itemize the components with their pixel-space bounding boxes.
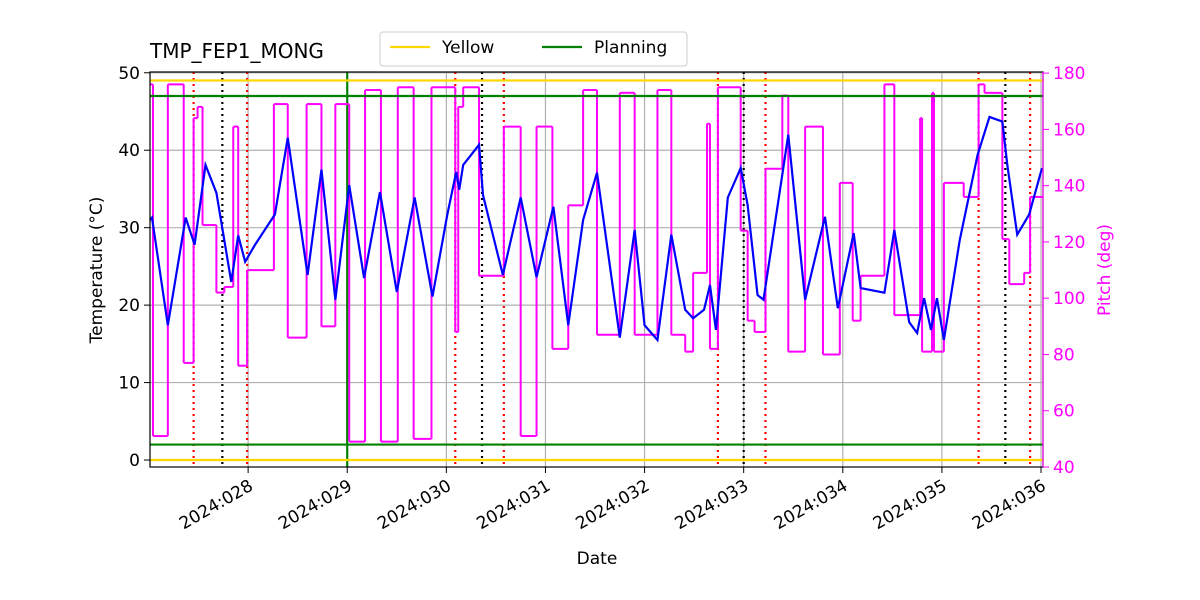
x-tick-label: 2024:029: [275, 476, 356, 534]
x-axis-label: Date: [577, 549, 618, 569]
y2-tick-label: 80: [1053, 345, 1075, 365]
y-tick-label: 20: [118, 296, 140, 316]
y2-axis-label: Pitch (deg): [1095, 224, 1115, 316]
y-axis-label: Temperature (°C): [87, 197, 107, 345]
x-tick-label: 2024:032: [573, 476, 654, 534]
chart-title: TMP_FEP1_MONG: [149, 39, 324, 63]
x-tick-label: 2024:031: [473, 476, 554, 534]
temperature-line: [149, 115, 1044, 343]
y-tick-label: 30: [118, 219, 140, 239]
y-tick-label: 0: [129, 451, 140, 471]
x-tick-label: 2024:034: [771, 476, 852, 534]
y2-tick-label: 160: [1053, 120, 1085, 140]
y-tick-label: 40: [118, 141, 140, 161]
x-tick-label: 2024:030: [374, 476, 455, 534]
y2-tick-label: 140: [1053, 177, 1085, 197]
y-tick-label: 50: [118, 64, 140, 84]
y2-tick-label: 180: [1053, 64, 1085, 84]
y-tick-label: 10: [118, 374, 140, 394]
y2-tick-label: 40: [1053, 458, 1075, 478]
legend-label: Yellow: [441, 38, 494, 58]
y2-tick-label: 60: [1053, 402, 1075, 422]
y2-tick-label: 100: [1053, 289, 1085, 309]
legend-box: [379, 31, 688, 67]
x-tick-label: 2024:033: [672, 476, 753, 534]
legend-label: Planning: [594, 38, 667, 58]
y2-tick-label: 120: [1053, 233, 1085, 253]
x-tick-label: 2024:035: [870, 476, 951, 534]
x-tick-label: 2024:036: [969, 476, 1050, 534]
x-tick-label: 2024:028: [176, 476, 257, 534]
